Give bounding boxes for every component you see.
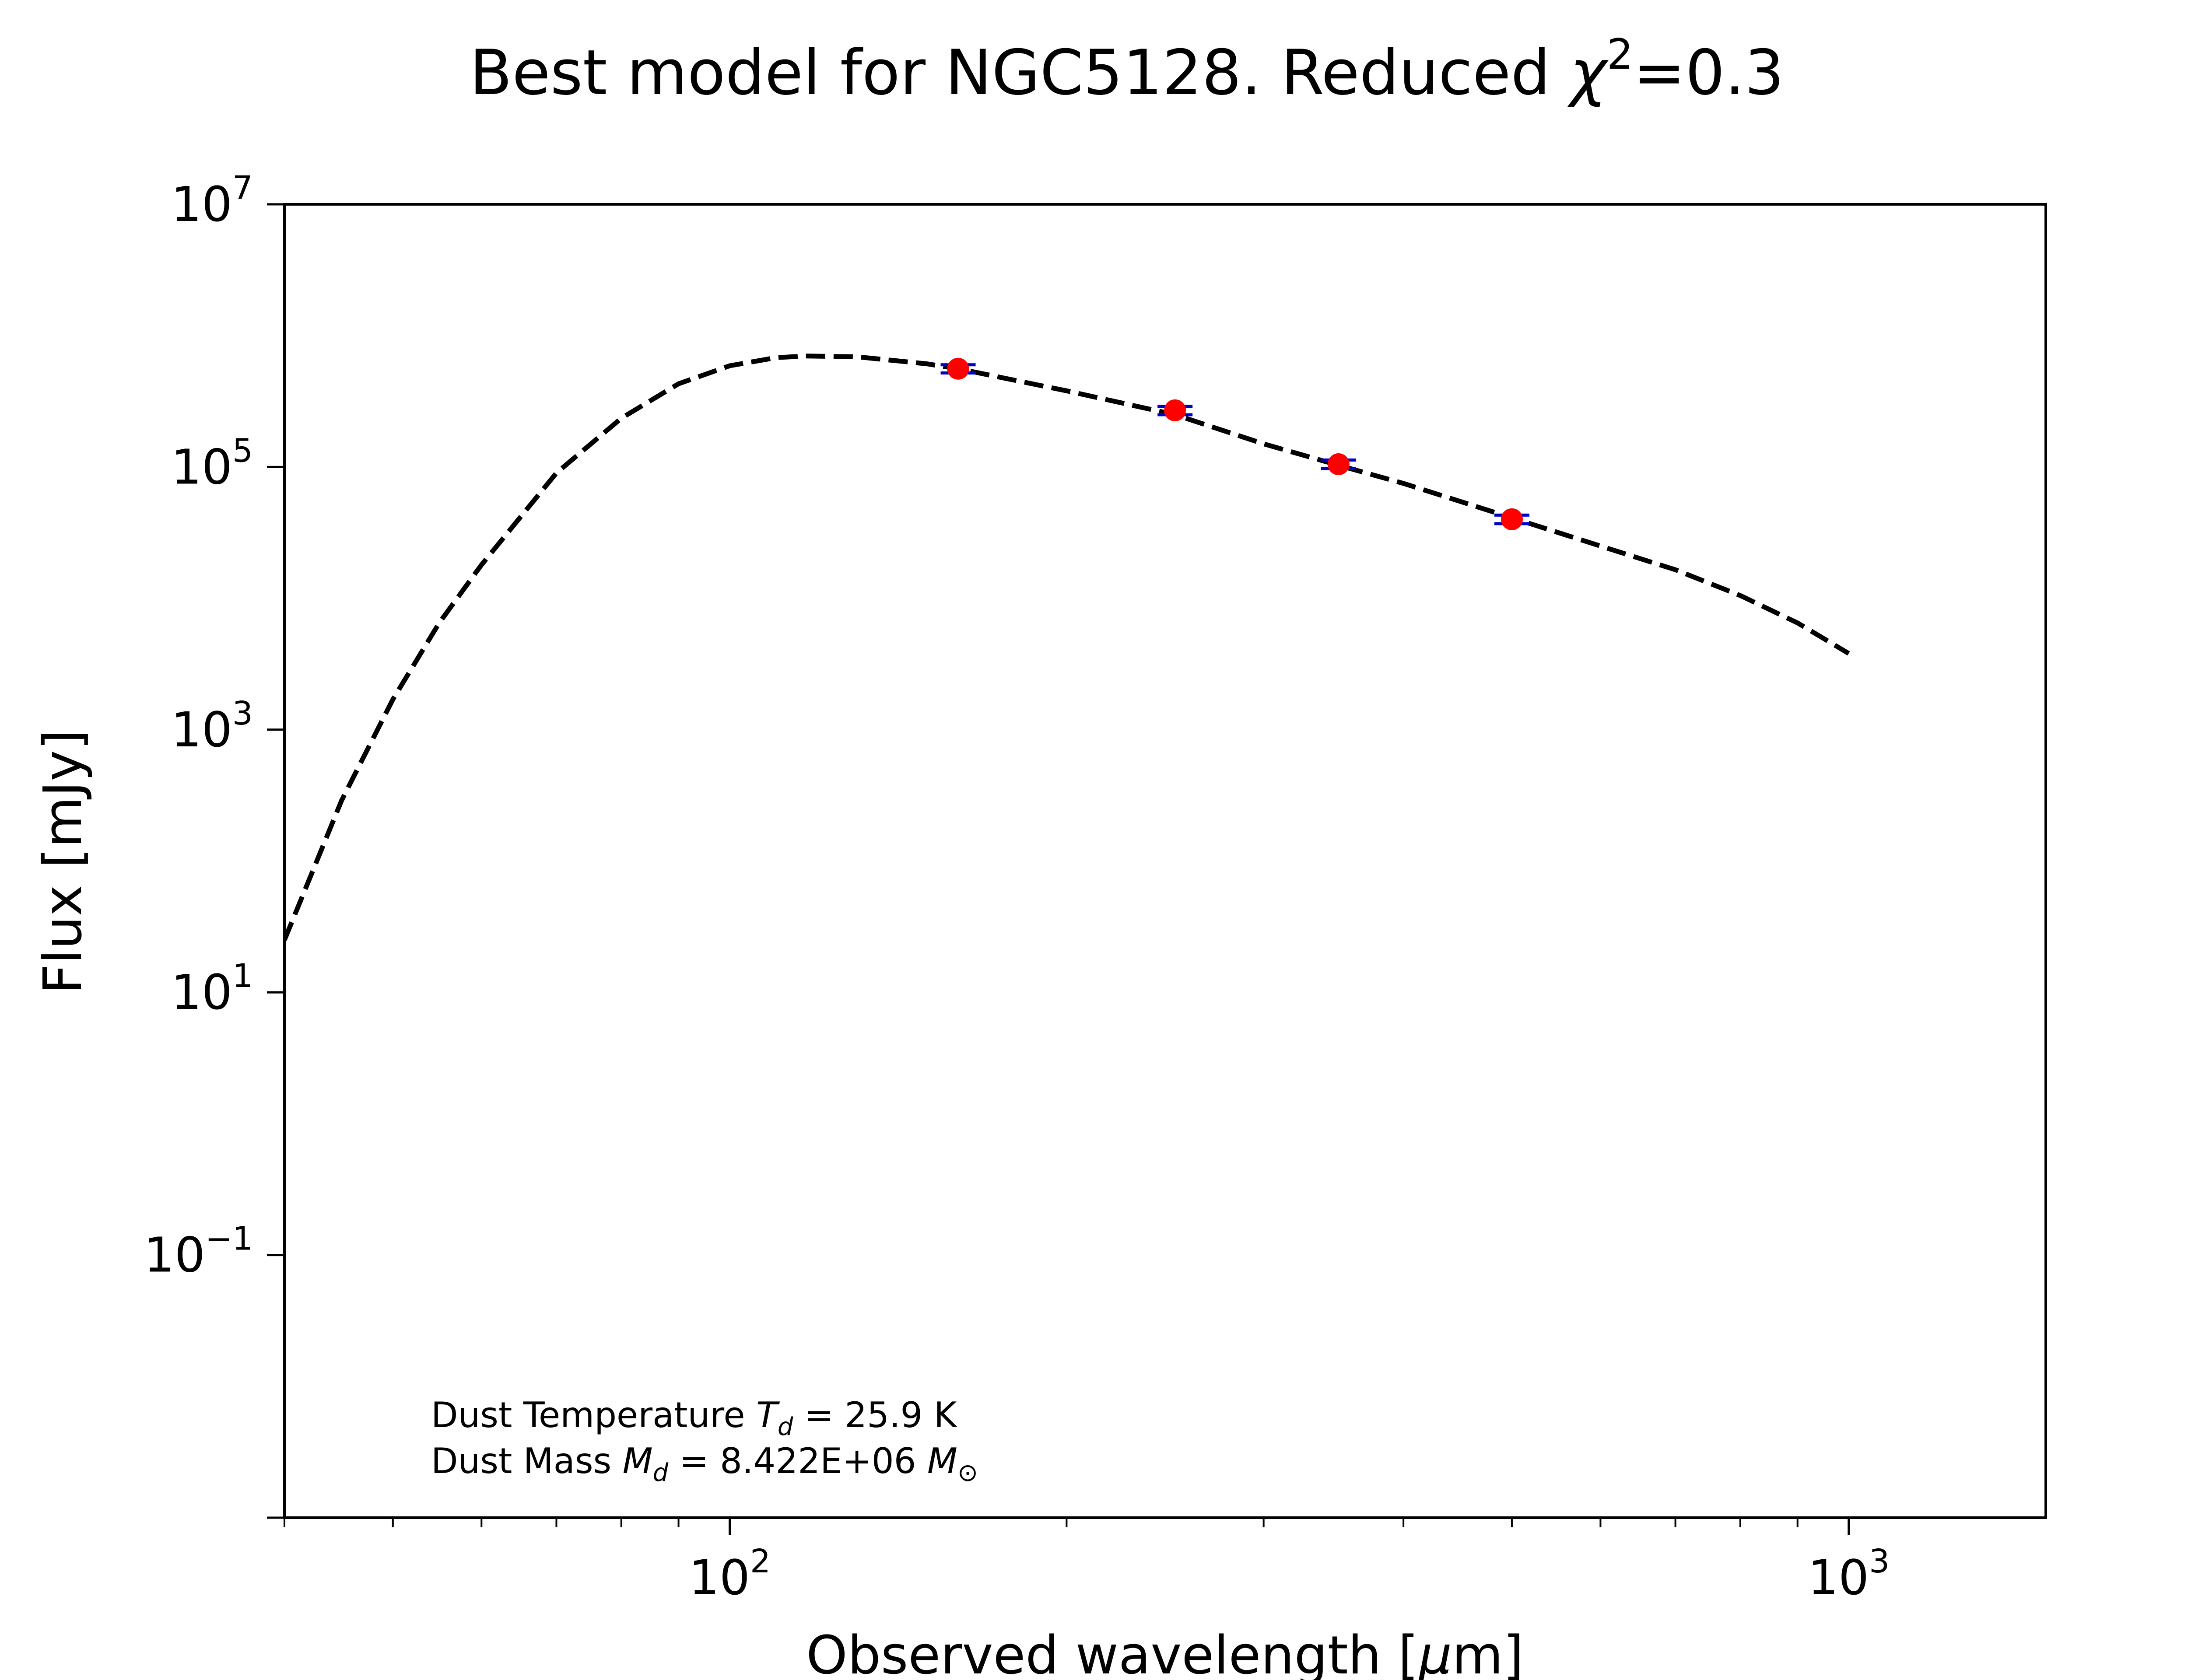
x-tick-label: 103 [1808,1543,1890,1606]
y-axis-ticks: 10−1 101 103 105 107 [144,169,284,1519]
plot-area [284,354,1850,941]
data-point [947,357,969,380]
x-tick-label: 102 [689,1543,771,1606]
y-tick-label: 103 [171,695,253,758]
plot-content [284,354,1850,941]
data-point [1327,453,1350,476]
chart-title: Best model for NGC5128. Reduced χ2=0.3 [470,31,1784,109]
plot-frame [283,203,2047,1519]
model-curve [284,354,1850,941]
annotation-dust-mass: Dust Mass Md = 8.422E+06 M⊙ [431,1441,978,1487]
annotation-dust-temperature: Dust Temperature Td = 25.9 K [431,1395,958,1441]
y-tick-label: 105 [171,432,253,495]
data-point [1501,508,1523,530]
y-tick-label: 107 [171,169,253,232]
y-tick-label: 10−1 [144,1220,253,1283]
y-tick-label: 101 [171,957,253,1020]
data-point [1164,399,1186,421]
x-axis-ticks: 102 103 [284,1518,1890,1606]
x-axis-label: Observed wavelength [μm] [806,1625,1524,1680]
y-axis-label: Flux [mJy] [33,730,94,994]
